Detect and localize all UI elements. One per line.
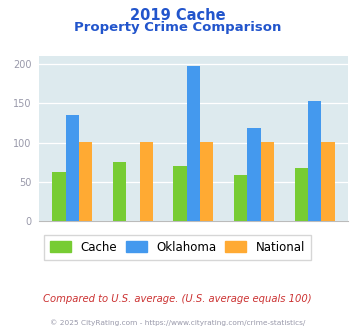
Bar xyxy=(53,172,66,221)
Bar xyxy=(66,115,79,221)
Legend: Cache, Oklahoma, National: Cache, Oklahoma, National xyxy=(44,235,311,260)
Bar xyxy=(295,168,308,221)
Bar xyxy=(247,128,261,221)
Bar xyxy=(79,142,92,221)
Bar xyxy=(113,162,126,221)
Bar xyxy=(140,142,153,221)
Text: 2019 Cache: 2019 Cache xyxy=(130,8,225,23)
Bar xyxy=(261,142,274,221)
Text: Compared to U.S. average. (U.S. average equals 100): Compared to U.S. average. (U.S. average … xyxy=(43,294,312,304)
Text: Property Crime Comparison: Property Crime Comparison xyxy=(74,21,281,34)
Bar xyxy=(174,166,187,221)
Text: © 2025 CityRating.com - https://www.cityrating.com/crime-statistics/: © 2025 CityRating.com - https://www.city… xyxy=(50,319,305,326)
Bar xyxy=(321,142,334,221)
Bar xyxy=(234,175,247,221)
Bar xyxy=(308,101,321,221)
Bar xyxy=(187,66,200,221)
Bar xyxy=(200,142,213,221)
